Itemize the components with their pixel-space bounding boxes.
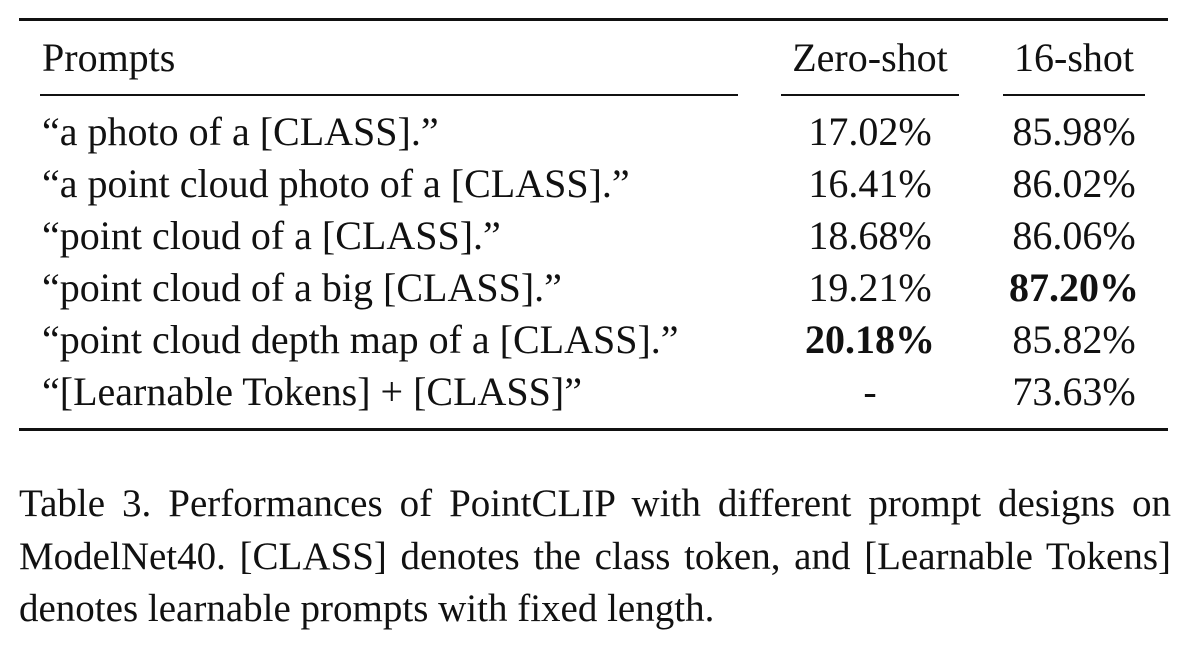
row-zero-shot: 19.21% [808, 265, 932, 310]
header-prompts: Prompts [42, 35, 176, 80]
header-16-shot: 16-shot [1014, 35, 1134, 80]
row-zero-shot-best: 20.18% [805, 317, 935, 362]
header-rule-zero-shot [781, 94, 959, 96]
header-zero-shot: Zero-shot [792, 35, 948, 80]
row-zero-shot: - [863, 369, 877, 414]
row-prompt: “a photo of a [CLASS].” [42, 109, 439, 154]
row-16-shot: 85.82% [1012, 317, 1136, 362]
row-16-shot: 86.06% [1012, 213, 1136, 258]
row-16-shot: 85.98% [1012, 109, 1136, 154]
row-prompt: “point cloud of a big [CLASS].” [42, 265, 562, 310]
row-prompt: “point cloud depth map of a [CLASS].” [42, 317, 679, 362]
row-prompt: “a point cloud photo of a [CLASS].” [42, 161, 630, 206]
row-16-shot-best: 87.20% [1009, 265, 1139, 310]
table-bottom-rule [19, 428, 1168, 431]
row-prompt: “[Learnable Tokens] + [CLASS]” [42, 369, 582, 414]
header-rule-16-shot [1003, 94, 1145, 96]
table-caption: Table 3. Performances of PointCLIP with … [19, 482, 1171, 630]
row-16-shot: 86.02% [1012, 161, 1136, 206]
table-top-rule [19, 18, 1168, 21]
row-16-shot: 73.63% [1012, 369, 1136, 414]
row-prompt: “point cloud of a [CLASS].” [42, 213, 501, 258]
row-zero-shot: 16.41% [808, 161, 932, 206]
row-zero-shot: 17.02% [808, 109, 932, 154]
header-rule-prompts [40, 94, 738, 96]
row-zero-shot: 18.68% [808, 213, 932, 258]
